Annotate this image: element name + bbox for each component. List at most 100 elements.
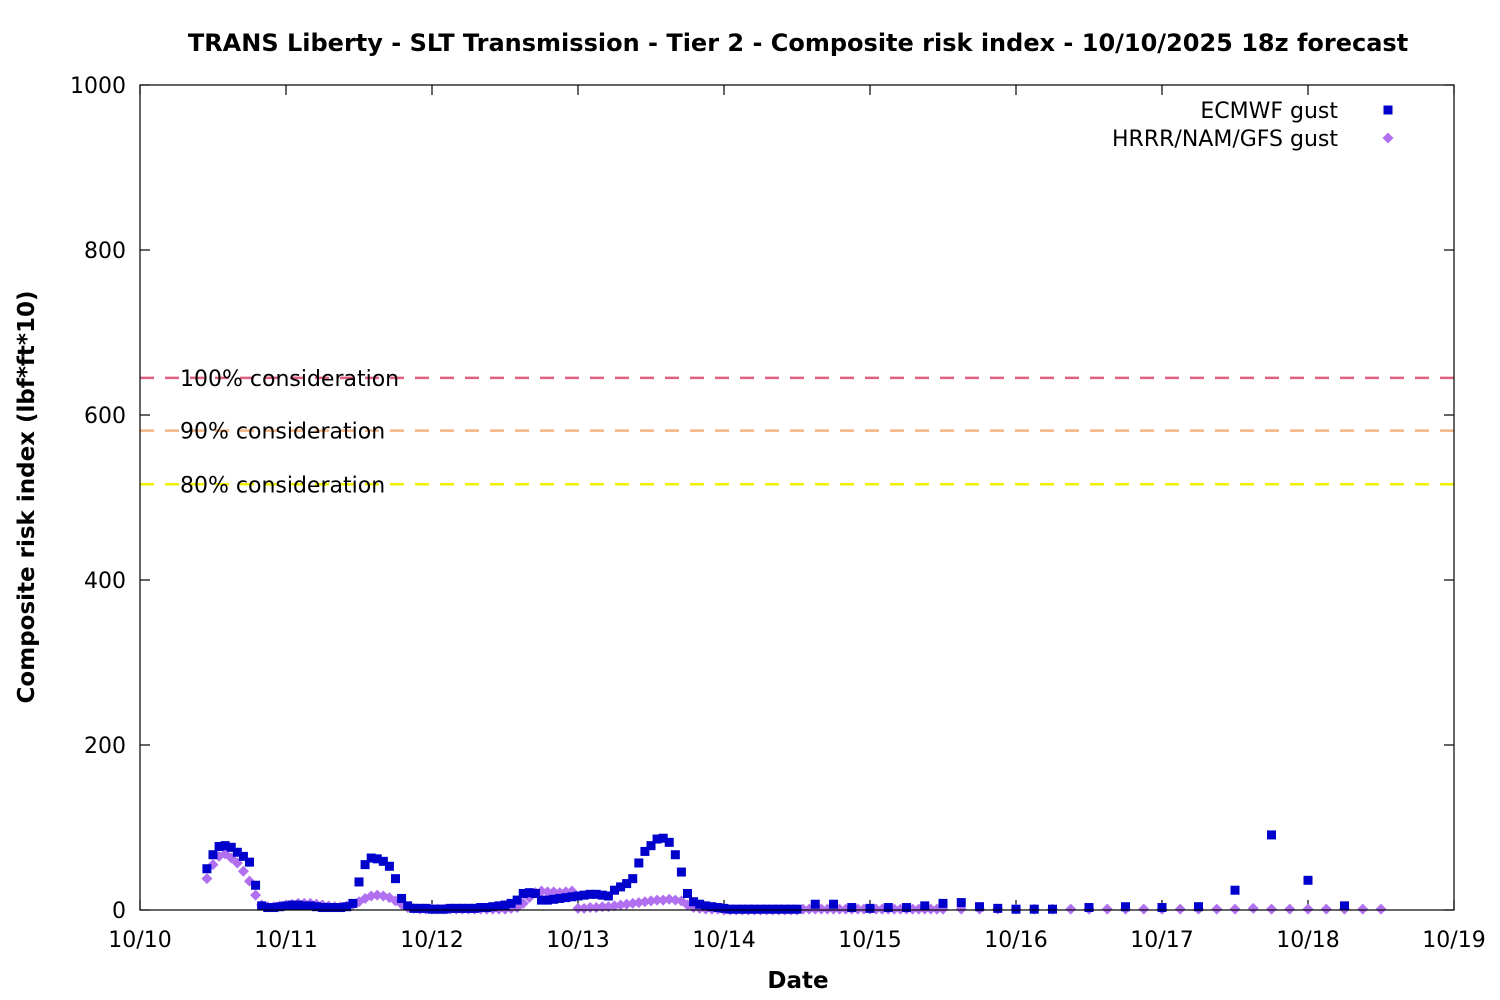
x-tick-label: 10/19: [1422, 928, 1485, 953]
x-tick-label: 10/15: [838, 928, 901, 953]
ecmwf-point: [591, 889, 601, 899]
x-tick-label: 10/18: [1276, 928, 1339, 953]
ecmwf-point: [1194, 902, 1203, 912]
ecmwf-point: [695, 899, 705, 909]
ecmwf-point: [676, 867, 686, 877]
ecmwf-point: [549, 894, 559, 904]
ecmwf-point: [391, 874, 400, 884]
ecmwf-point: [956, 898, 966, 908]
ecmwf-point: [220, 841, 230, 851]
hrrr-point: [1302, 903, 1314, 915]
ecmwf-point: [293, 900, 303, 910]
series-layer: [201, 830, 1387, 916]
ecmwf-point: [725, 904, 735, 914]
ecmwf-point: [445, 903, 455, 913]
ecmwf-point: [567, 892, 577, 902]
ecmwf-point: [731, 904, 741, 914]
legend: ECMWF gust HRRR/NAM/GFS gust: [1112, 99, 1394, 152]
ecmwf-point: [1121, 902, 1130, 912]
y-tick-label: 200: [84, 734, 126, 759]
ecmwf-point: [299, 901, 309, 911]
legend-label: ECMWF gust: [1200, 99, 1338, 124]
ecmwf-point: [579, 890, 589, 900]
hrrr-point: [1138, 903, 1150, 915]
ecmwf-point: [524, 888, 534, 898]
ecmwf-point: [597, 890, 607, 900]
ecmwf-series: [202, 830, 1349, 914]
ecmwf-point: [415, 903, 425, 913]
legend-marker-square: [1383, 105, 1393, 115]
hrrr-point: [542, 886, 554, 898]
ecmwf-point: [1303, 875, 1313, 885]
ecmwf-point: [488, 902, 498, 912]
x-tick-label: 10/13: [546, 928, 609, 953]
ecmwf-point: [810, 899, 820, 909]
ecmwf-point: [555, 893, 565, 903]
ecmwf-point: [689, 897, 699, 907]
ecmwf-point: [1157, 903, 1167, 913]
ecmwf-point: [464, 903, 473, 913]
ecmwf-point: [409, 903, 419, 913]
ecmwf-point: [348, 898, 358, 908]
ecmwf-point: [537, 895, 546, 905]
x-tick-label: 10/14: [692, 928, 755, 953]
x-tick-label: 10/10: [108, 928, 171, 953]
ecmwf-point: [457, 903, 467, 913]
ecmwf-point: [713, 903, 723, 913]
ecmwf-point: [336, 903, 346, 913]
ecmwf-point: [226, 842, 236, 852]
ecmwf-point: [664, 837, 674, 847]
hrrr-point: [1357, 903, 1369, 915]
ecmwf-point: [603, 891, 613, 901]
threshold-label: 90% consideration: [180, 420, 385, 445]
ecmwf-point: [756, 904, 765, 914]
ecmwf-point: [993, 903, 1003, 913]
ecmwf-point: [701, 901, 711, 911]
hrrr-point: [1101, 903, 1113, 915]
ecmwf-point: [421, 903, 431, 913]
ecmwf-point: [658, 833, 668, 843]
plot-frame: [139, 84, 1455, 911]
ecmwf-point: [360, 860, 370, 870]
hrrr-point: [572, 902, 584, 914]
ecmwf-point: [305, 901, 315, 911]
ecmwf-point: [238, 851, 248, 861]
ecmwf-point: [640, 846, 650, 856]
ecmwf-point: [1048, 904, 1057, 914]
ecmwf-point: [780, 904, 790, 914]
x-tick-label: 10/16: [984, 928, 1047, 953]
y-tick-label: 600: [84, 404, 126, 429]
ecmwf-point: [920, 901, 930, 911]
ecmwf-point: [251, 880, 261, 890]
hrrr-point: [237, 865, 249, 877]
ecmwf-point: [500, 900, 510, 910]
ecmwf-point: [768, 904, 778, 914]
ecmwf-point: [652, 834, 662, 844]
ecmwf-point: [737, 904, 747, 914]
hrrr-point: [1211, 903, 1223, 915]
ecmwf-point: [628, 874, 638, 884]
ecmwf-point: [287, 900, 297, 910]
hrrr-point: [1174, 903, 1186, 915]
ecmwf-point: [439, 904, 449, 914]
ecmwf-point: [494, 901, 504, 911]
ecmwf-point: [1084, 903, 1094, 913]
ecmwf-point: [397, 893, 407, 903]
x-tick-label: 10/12: [400, 928, 463, 953]
ecmwf-point: [634, 858, 644, 868]
ecmwf-point: [707, 902, 717, 912]
ecmwf-point: [792, 904, 802, 914]
ecmwf-point: [427, 904, 437, 914]
ecmwf-point: [518, 889, 528, 898]
ecmwf-point: [530, 889, 540, 898]
threshold-label: 80% consideration: [180, 473, 385, 498]
hrrr-point: [250, 889, 262, 901]
hrrr-point: [651, 894, 663, 906]
ecmwf-point: [749, 904, 759, 914]
ecmwf-point: [616, 882, 626, 892]
ecmwf-point: [433, 904, 443, 914]
legend-marker-diamond: [1382, 132, 1394, 144]
ecmwf-point: [512, 895, 522, 905]
hrrr-point: [1266, 903, 1277, 915]
